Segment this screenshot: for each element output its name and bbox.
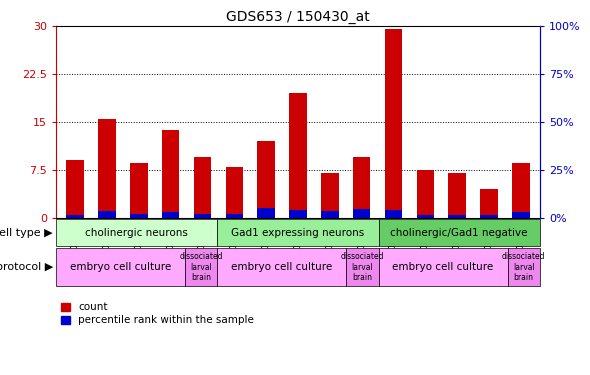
Bar [512,212,529,217]
Bar [321,211,339,218]
Bar [162,129,179,218]
Bar [480,214,498,217]
FancyBboxPatch shape [56,248,185,286]
Bar [480,189,498,217]
Bar [417,170,434,217]
Bar [257,141,275,218]
Bar [194,214,211,217]
Text: embryo cell culture: embryo cell culture [392,262,494,272]
Title: GDS653 / 150430_at: GDS653 / 150430_at [226,10,370,24]
Text: embryo cell culture: embryo cell culture [70,262,171,272]
Bar [162,212,179,217]
Bar [67,160,84,218]
Bar [257,208,275,218]
Bar [130,164,148,218]
Text: dissociated
larval
brain: dissociated larval brain [179,252,223,282]
Bar [130,214,148,217]
Bar [225,214,243,217]
FancyBboxPatch shape [379,219,540,246]
Bar [448,214,466,217]
Text: embryo cell culture: embryo cell culture [231,262,332,272]
FancyBboxPatch shape [346,248,379,286]
Bar [225,166,243,218]
Legend: count, percentile rank within the sample: count, percentile rank within the sample [61,302,254,326]
Bar [98,118,116,218]
Text: Gad1 expressing neurons: Gad1 expressing neurons [231,228,365,238]
FancyBboxPatch shape [507,248,540,286]
Text: protocol ▶: protocol ▶ [0,262,53,272]
FancyBboxPatch shape [379,248,507,286]
Bar [289,210,307,218]
Bar [289,93,307,218]
Bar [67,214,84,217]
FancyBboxPatch shape [185,248,217,286]
Bar [353,157,371,218]
Text: cell type ▶: cell type ▶ [0,228,53,238]
Bar [512,164,529,218]
Bar [194,157,211,218]
Bar [353,209,371,218]
Text: dissociated
larval
brain: dissociated larval brain [502,252,546,282]
Bar [321,173,339,217]
FancyBboxPatch shape [217,219,379,246]
Text: dissociated
larval
brain: dissociated larval brain [340,252,384,282]
FancyBboxPatch shape [217,248,346,286]
Bar [417,214,434,217]
Text: cholinergic neurons: cholinergic neurons [85,228,188,238]
FancyBboxPatch shape [56,219,217,246]
Bar [385,30,402,218]
Bar [385,210,402,218]
Text: cholinergic/Gad1 negative: cholinergic/Gad1 negative [391,228,528,238]
Bar [98,211,116,218]
Bar [448,173,466,217]
